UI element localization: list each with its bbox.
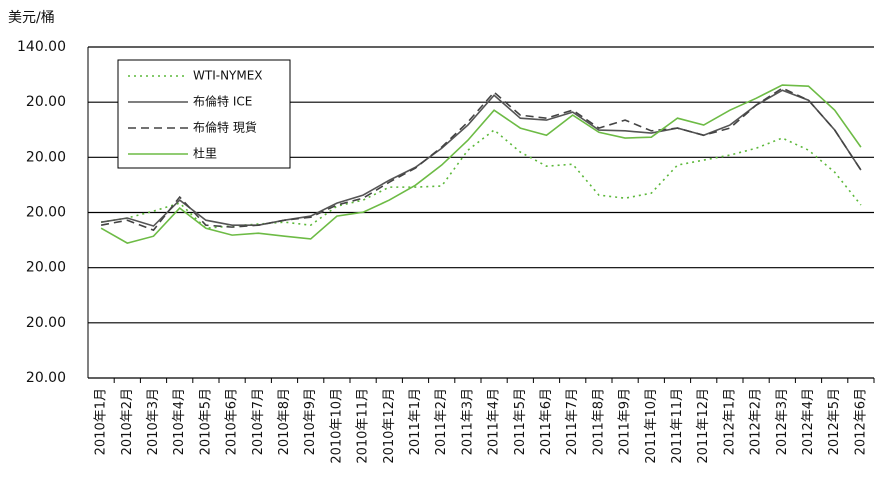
x-tick-label: 2011年12月 [696, 388, 711, 464]
x-tick-label: 2010年5月 [198, 388, 213, 455]
series-line [100, 89, 862, 227]
legend-box [117, 59, 291, 169]
y-tick-label: 20.00 [26, 315, 66, 331]
x-tick-label: 2011年9月 [618, 388, 633, 455]
x-tick-label: 2010年11月 [356, 388, 371, 464]
x-tick-label: 2010年4月 [172, 388, 187, 455]
y-tick-label: 20.00 [26, 260, 66, 276]
legend-label: 布倫特 ICE [193, 94, 252, 109]
x-tick-label: 2011年10月 [644, 388, 659, 464]
x-tick-label: 2010年3月 [146, 388, 161, 455]
y-axis-label: 美元/桶 [8, 10, 55, 26]
legend-label: 杜里 [193, 146, 217, 161]
x-tick-label: 2012年1月 [722, 388, 737, 455]
x-tick-label: 2011年4月 [487, 388, 502, 455]
x-tick-label: 2010年12月 [382, 388, 397, 464]
series-line [100, 84, 862, 244]
y-tick-label: 140.00 [17, 39, 66, 55]
x-tick-label: 2012年4月 [801, 388, 816, 455]
series-line [100, 87, 862, 232]
x-tick-label: 2011年7月 [565, 388, 580, 455]
x-tick-label: 2010年7月 [251, 388, 266, 455]
x-tick-label: 2011年5月 [513, 388, 528, 455]
x-tick-label: 2011年8月 [591, 388, 606, 455]
y-tick-label: 20.00 [26, 149, 66, 165]
x-tick-label: 2010年1月 [94, 388, 109, 455]
x-tick-label: 2011年2月 [434, 388, 449, 455]
legend-label: WTI-NYMEX [193, 69, 263, 83]
x-tick-label: 2010年8月 [277, 388, 292, 455]
x-tick-label: 2010年6月 [225, 388, 240, 455]
x-tick-label: 2010年9月 [303, 388, 318, 455]
x-tick-label: 2011年6月 [539, 388, 554, 455]
x-tick-label: 2011年1月 [408, 388, 423, 455]
x-tick-label: 2010年2月 [120, 388, 135, 455]
x-tick-label: 2012年2月 [749, 388, 764, 455]
y-tick-label: 20.00 [26, 205, 66, 221]
x-tick-label: 2012年3月 [775, 388, 790, 455]
y-tick-label: 20.00 [26, 94, 66, 110]
x-tick-label: 2011年3月 [460, 388, 475, 455]
x-tick-label: 2011年11月 [670, 388, 685, 464]
x-tick-label: 2010年10月 [329, 388, 344, 464]
y-tick-label: 20.00 [26, 370, 66, 386]
legend-label: 布倫特 現貨 [193, 120, 257, 135]
x-tick-label: 2012年5月 [827, 388, 842, 455]
x-tick-label: 2012年6月 [853, 388, 868, 455]
